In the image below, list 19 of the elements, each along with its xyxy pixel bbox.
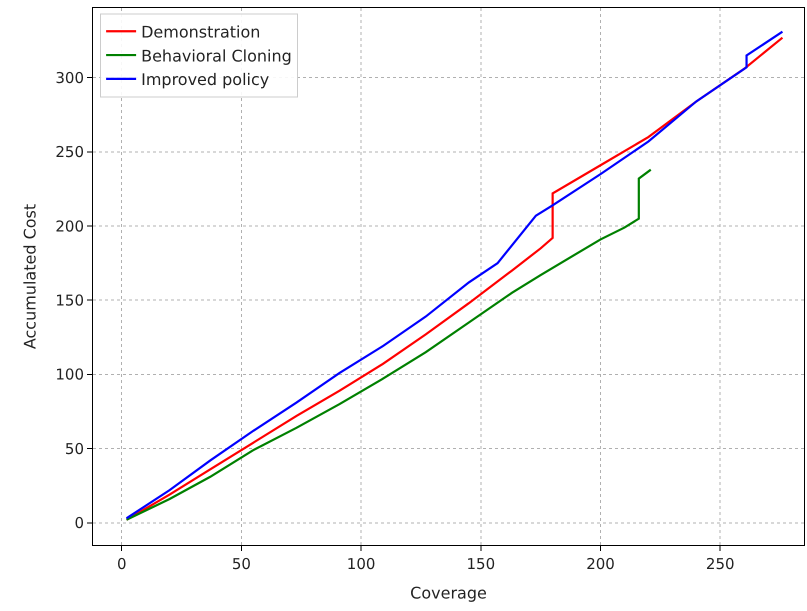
x-tick-label: 250	[706, 555, 735, 573]
y-tick-label: 0	[74, 514, 84, 532]
y-tick-label: 200	[55, 217, 84, 236]
x-tick-label: 0	[116, 555, 127, 573]
x-tick-label: 100	[346, 555, 376, 573]
x-tick-label: 200	[586, 555, 615, 573]
x-tick-label: 50	[232, 555, 251, 573]
x-tick-label: 150	[466, 555, 496, 573]
line-series	[125, 168, 652, 521]
x-axis-title: Coverage	[410, 584, 487, 603]
y-tick-label: 300	[55, 68, 84, 87]
legend-label: Improved policy	[141, 70, 270, 90]
y-tick-label: 250	[55, 143, 84, 162]
y-tick-label: 150	[55, 291, 84, 310]
legend-label: Demonstration	[141, 22, 260, 42]
y-tick-label: 100	[55, 366, 84, 384]
y-axis-title: Accumulated Cost	[20, 204, 40, 350]
y-tick-label: 50	[64, 440, 84, 458]
legend-label: Behavioral Cloning	[141, 46, 292, 66]
